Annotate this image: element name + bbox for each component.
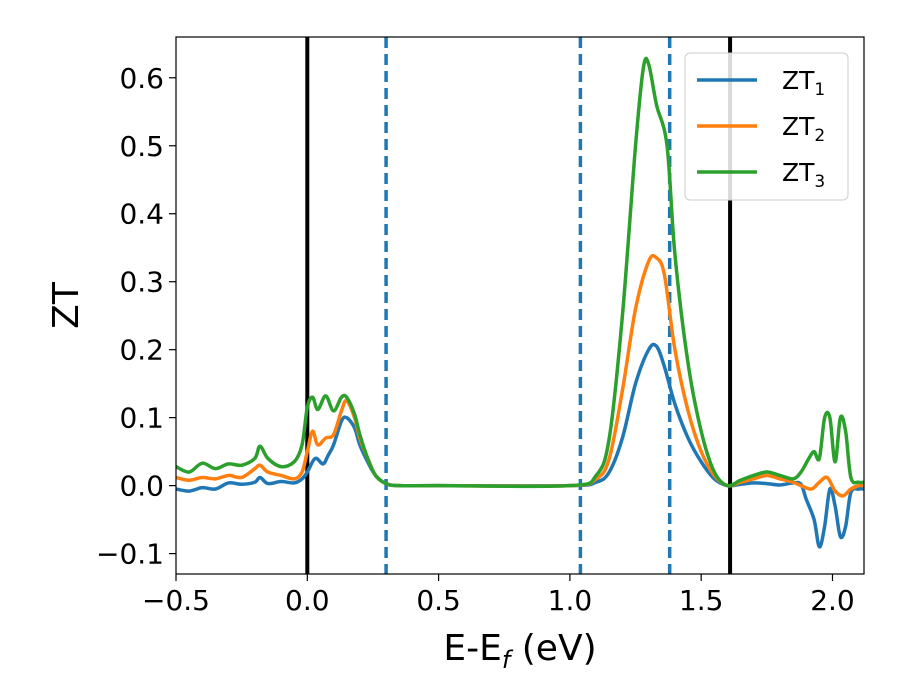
x-tick-label: 0.0 [285, 584, 330, 617]
x-tick-label: 0.5 [416, 584, 461, 617]
plot-frame [175, 36, 865, 575]
x-tick-label: 1.0 [548, 584, 593, 617]
legend-box [684, 52, 849, 201]
y-tick-label: −0.1 [96, 538, 164, 571]
x-axis-label: E-Ef (eV) [443, 628, 596, 674]
x-tick-label: 2.0 [810, 584, 855, 617]
y-tick-label: 0.0 [119, 470, 164, 503]
series-line-1 [176, 342, 864, 549]
x-tick-label: −0.5 [142, 584, 210, 617]
plot-area: −0.5 0.0 0.5 1.0 1.5 2.0 −0.1 0.0 0.1 0.2 0.3 0.4 0.… [96, 36, 865, 617]
legend-label-1: ZT1 [782, 66, 825, 100]
legend: ZT1 ZT2 ZT3 [684, 52, 849, 201]
series-line-3 [176, 56, 864, 489]
y-tick-label: 0.2 [119, 334, 164, 367]
y-tick-label: 0.5 [119, 130, 164, 163]
y-axis-label: ZT [46, 281, 87, 329]
x-tick-label: 1.5 [679, 584, 724, 617]
y-tick-label: 0.6 [119, 62, 164, 95]
series-line-2 [176, 253, 864, 498]
legend-label-3: ZT3 [782, 158, 825, 192]
y-tick-label: 0.4 [119, 198, 164, 231]
y-tick-label: 0.1 [119, 402, 164, 435]
legend-label-2: ZT2 [782, 112, 825, 146]
y-tick-label: 0.3 [119, 266, 164, 299]
